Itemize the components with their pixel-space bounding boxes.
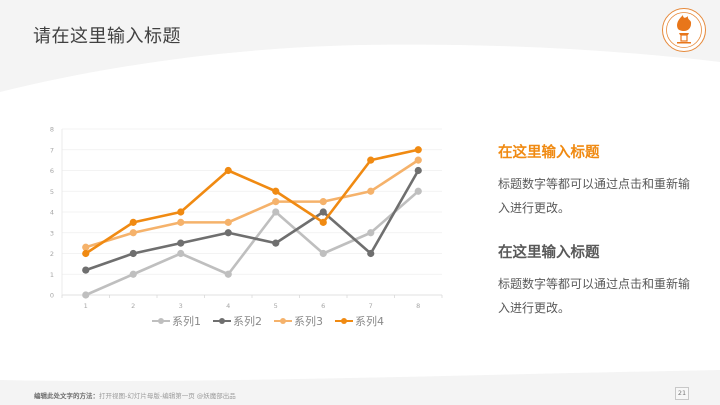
legend-label: 系列4 bbox=[355, 315, 384, 328]
data-point bbox=[319, 218, 327, 226]
data-point bbox=[224, 218, 232, 226]
data-point bbox=[82, 266, 90, 274]
data-point bbox=[177, 208, 185, 216]
x-tick-label: 5 bbox=[274, 302, 278, 310]
side-block-title: 在这里输入标题 bbox=[498, 245, 600, 261]
legend-line-marker-icon bbox=[274, 316, 292, 326]
x-tick-label: 3 bbox=[179, 302, 183, 310]
legend-item: 系列2 bbox=[213, 313, 262, 329]
data-point bbox=[129, 270, 137, 278]
x-tick-label: 1 bbox=[84, 302, 88, 310]
legend-line-marker-icon bbox=[213, 316, 231, 326]
data-point bbox=[82, 249, 90, 258]
series-line bbox=[85, 190, 420, 297]
data-point bbox=[414, 166, 422, 175]
legend-label: 系列1 bbox=[172, 315, 201, 328]
data-point bbox=[319, 249, 327, 258]
footer-band bbox=[0, 370, 720, 405]
y-tick-label: 6 bbox=[50, 167, 54, 175]
data-point bbox=[224, 270, 232, 278]
x-tick-label: 8 bbox=[416, 302, 420, 310]
y-tick-label: 8 bbox=[50, 126, 54, 134]
side-block-body: 标题数字等都可以通过点击和重新输入进行更改。 bbox=[498, 277, 691, 315]
data-point bbox=[177, 249, 185, 258]
data-point bbox=[319, 208, 327, 216]
legend-line-marker-icon bbox=[152, 316, 170, 326]
legend-label: 系列3 bbox=[294, 315, 323, 328]
header-band bbox=[0, 0, 720, 92]
footer-label: 编辑此处文字的方法： bbox=[34, 392, 99, 400]
data-point bbox=[272, 187, 280, 195]
data-point bbox=[367, 229, 375, 237]
chart-legend: 系列1 系列2 系列3 系列4 bbox=[152, 313, 384, 329]
chart-plot-area: 0 1 2 3 4 5 6 7 8 1 2 3 4 5 6 7 8 bbox=[50, 126, 443, 310]
y-tick-label: 2 bbox=[50, 250, 54, 258]
y-tick-label: 4 bbox=[50, 209, 54, 217]
data-point bbox=[224, 229, 232, 237]
data-point bbox=[272, 208, 280, 216]
x-tick-label: 7 bbox=[369, 302, 373, 310]
x-tick-label: 2 bbox=[131, 302, 135, 310]
legend-line-marker-icon bbox=[335, 316, 353, 326]
data-point bbox=[319, 198, 327, 206]
legend-item: 系列1 bbox=[152, 313, 201, 329]
y-tick-label: 7 bbox=[50, 146, 54, 154]
data-point bbox=[82, 291, 90, 299]
y-tick-label: 0 bbox=[50, 292, 54, 300]
data-point bbox=[367, 156, 375, 164]
data-point bbox=[129, 249, 137, 258]
university-seal-icon bbox=[661, 7, 707, 53]
side-block-body: 标题数字等都可以通过点击和重新输入进行更改。 bbox=[498, 177, 691, 215]
page-number: 21 bbox=[675, 387, 689, 400]
y-tick-label: 1 bbox=[50, 271, 54, 279]
series-line bbox=[85, 159, 419, 249]
data-point bbox=[129, 218, 137, 226]
legend-item: 系列3 bbox=[274, 313, 323, 329]
data-point bbox=[414, 156, 422, 164]
legend-label: 系列2 bbox=[233, 315, 262, 328]
data-point bbox=[414, 187, 422, 195]
series-line bbox=[85, 169, 420, 272]
footer-instructions: 编辑此处文字的方法：打开视图-幻灯片母版-编辑第一页 @妖魔部出品 bbox=[34, 390, 236, 400]
side-block-2: 在这里输入标题 标题数字等都可以通过点击和重新输入进行更改。 bbox=[498, 241, 698, 320]
legend-item: 系列4 bbox=[335, 313, 384, 329]
side-block-1: 在这里输入标题 标题数字等都可以通过点击和重新输入进行更改。 bbox=[498, 141, 698, 220]
data-point bbox=[272, 198, 280, 206]
line-chart: 0 1 2 3 4 5 6 7 8 1 2 3 4 5 6 7 8 bbox=[30, 118, 450, 336]
series-line bbox=[85, 148, 419, 255]
data-point bbox=[82, 243, 90, 251]
y-tick-label: 3 bbox=[50, 229, 54, 237]
x-tick-label: 4 bbox=[226, 302, 230, 310]
y-tick-label: 5 bbox=[50, 188, 54, 196]
side-block-title: 在这里输入标题 bbox=[498, 145, 600, 161]
data-point bbox=[129, 229, 137, 237]
data-point bbox=[414, 146, 422, 154]
data-point bbox=[224, 166, 232, 175]
data-point bbox=[272, 239, 280, 247]
data-point bbox=[367, 187, 375, 195]
page-title: 请在这里输入标题 bbox=[33, 26, 181, 47]
data-point bbox=[367, 249, 375, 258]
data-point bbox=[177, 239, 185, 247]
footer-instructions-text: 打开视图-幻灯片母版-编辑第一页 @妖魔部出品 bbox=[99, 392, 236, 400]
x-tick-label: 6 bbox=[321, 302, 325, 310]
data-point bbox=[177, 218, 185, 226]
